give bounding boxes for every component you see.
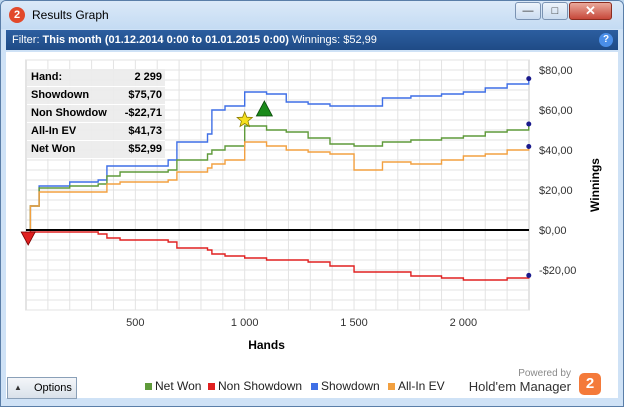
series-end-point — [526, 121, 532, 127]
maximize-icon: □ — [551, 5, 559, 17]
stats-value: $75,70 — [128, 89, 162, 101]
stats-label: Non Showdown — [31, 107, 107, 119]
chart-axes: $80,00 $60,00 $40,00 $20,00 $0,00 -$20,00 500 1… — [26, 65, 602, 352]
stats-value: $41,73 — [128, 125, 162, 137]
stats-row-hands: Hand: 2 299 — [27, 69, 165, 87]
stats-box: Hand: 2 299 Showdown $75,70 Non Showdown -$… — [27, 69, 165, 159]
options-label: Options — [34, 382, 72, 394]
y-tick-label: $20,00 — [539, 185, 573, 197]
x-tick-label: 1 500 — [340, 317, 368, 329]
options-button[interactable]: ▲ Options — [7, 377, 77, 399]
hem-logo-icon: 2 — [579, 373, 601, 395]
stats-row-net-won: Net Won $52,99 — [27, 141, 165, 159]
legend-swatch — [208, 383, 215, 390]
chart-grid — [25, 59, 530, 311]
y-tick-label: $40,00 — [539, 145, 573, 157]
legend-label: All-In EV — [398, 379, 445, 393]
filter-bar[interactable]: Filter: This month (01.12.2014 0:00 to 01… — [6, 30, 618, 50]
powered-by-text: Powered by — [518, 368, 571, 379]
series-line-showdown — [26, 78, 530, 231]
y-tick-label: $80,00 — [539, 65, 573, 77]
stats-row-showdown: Showdown $75,70 — [27, 87, 165, 105]
results-chart: $80,00 $60,00 $40,00 $20,00 $0,00 -$20,00 500 1… — [20, 59, 602, 352]
y-tick-label: $60,00 — [539, 105, 573, 117]
y-tick-label: -$20,00 — [539, 265, 576, 277]
brand-block: Powered by Hold'em Manager 2 — [469, 368, 605, 402]
stats-label: Showdown — [31, 89, 90, 101]
app-logo-icon: 2 — [9, 7, 25, 23]
series-line-non-showdown — [26, 229, 530, 281]
series-end-point — [526, 144, 532, 150]
legend-swatch — [311, 383, 318, 390]
stats-label: Net Won — [31, 143, 76, 155]
x-axis-label: Hands — [248, 338, 285, 352]
legend-swatch — [388, 383, 395, 390]
stats-label: Hand: — [31, 71, 63, 83]
stats-label: All-In EV — [31, 125, 77, 137]
legend-label: Net Won — [155, 379, 202, 393]
series-line-net-won — [26, 124, 530, 231]
x-tick-label: 2 000 — [450, 317, 478, 329]
series-line-all-in-ev — [26, 141, 530, 231]
stats-value: -$22,71 — [124, 107, 162, 119]
filter-value: This month (01.12.2014 0:00 to 01.01.201… — [42, 34, 289, 46]
star-marker-icon — [236, 110, 254, 128]
chart-markers — [20, 100, 274, 246]
legend-label: Showdown — [321, 379, 380, 393]
chart-series — [26, 76, 532, 281]
y-tick-label: $0,00 — [539, 225, 567, 237]
expand-up-icon: ▲ — [14, 383, 22, 392]
x-tick-label: 1 000 — [231, 317, 259, 329]
stats-row-non-showdown: Non Showdown -$22,71 — [27, 105, 165, 123]
legend-label: Non Showdown — [218, 379, 303, 393]
help-icon[interactable]: ? — [599, 33, 613, 47]
close-button[interactable]: ✕ — [569, 2, 612, 20]
close-icon: ✕ — [585, 3, 596, 18]
legend-swatch — [145, 383, 152, 390]
title-bar[interactable]: 2 Results Graph — □ ✕ — [1, 1, 623, 29]
minimize-button[interactable]: — — [515, 2, 541, 20]
stats-value: $52,99 — [128, 143, 162, 155]
y-axis-label: Winnings — [588, 158, 602, 212]
stats-value: 2 299 — [134, 71, 162, 83]
x-tick-label: 500 — [126, 317, 144, 329]
series-end-point — [526, 76, 532, 82]
minimize-icon: — — [522, 5, 534, 17]
graph-panel: $80,00 $60,00 $40,00 $20,00 $0,00 -$20,00 500 1… — [6, 52, 618, 398]
winnings-summary: Winnings: $52,99 — [291, 34, 377, 46]
window-title: Results Graph — [32, 8, 109, 22]
stats-row-all-in-ev: All-In EV $41,73 — [27, 123, 165, 141]
brand-name: Hold'em Manager — [468, 379, 571, 394]
series-end-point — [526, 272, 532, 278]
max-marker-icon — [255, 100, 274, 117]
maximize-button[interactable]: □ — [542, 2, 568, 20]
filter-label: Filter: — [12, 34, 40, 46]
min-marker-icon — [20, 231, 36, 246]
